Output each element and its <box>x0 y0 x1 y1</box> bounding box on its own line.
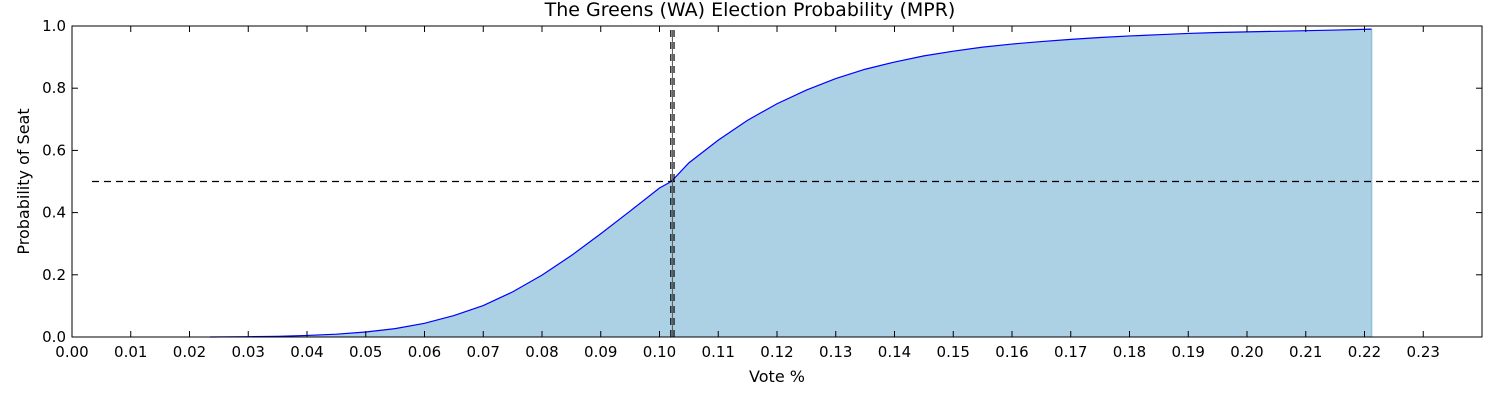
y-tick-label: 0.0 <box>42 328 66 346</box>
x-tick-label: 0.17 <box>1054 343 1087 361</box>
x-tick-label: 0.03 <box>232 343 265 361</box>
x-tick-label: 0.22 <box>1348 343 1381 361</box>
x-tick-label: 0.12 <box>760 343 793 361</box>
x-tick-label: 0.08 <box>525 343 558 361</box>
probability-curve <box>210 28 1372 338</box>
x-tick-label: 0.10 <box>643 343 676 361</box>
x-tick-label: 0.13 <box>819 343 852 361</box>
x-tick-label: 0.01 <box>114 343 147 361</box>
plot-frame <box>71 25 1483 338</box>
reference-lines <box>92 30 1482 337</box>
y-tick-label: 0.4 <box>42 204 66 222</box>
x-tick-label: 0.16 <box>995 343 1028 361</box>
chart-title: The Greens (WA) Election Probability (MP… <box>544 0 956 21</box>
x-axis-ticks: 0.00 0.01 0.02 0.03 0.04 0.05 0.06 0.07 0.08 0.09… <box>55 26 1440 361</box>
x-tick-label: 0.04 <box>290 343 323 361</box>
x-tick-label: 0.09 <box>584 343 617 361</box>
x-tick-label: 0.21 <box>1289 343 1322 361</box>
x-tick-label: 0.23 <box>1407 343 1440 361</box>
x-tick-label: 0.20 <box>1230 343 1263 361</box>
x-tick-label: 0.07 <box>467 343 500 361</box>
y-axis-title: Probability of Seat <box>14 108 33 254</box>
x-tick-label: 0.18 <box>1113 343 1146 361</box>
x-tick-label: 0.06 <box>408 343 441 361</box>
x-tick-label: 0.15 <box>937 343 970 361</box>
y-tick-label: 0.6 <box>42 141 66 159</box>
x-tick-label: 0.02 <box>173 343 206 361</box>
x-tick-label: 0.00 <box>55 343 88 361</box>
x-tick-label: 0.14 <box>878 343 911 361</box>
y-tick-label: 1.0 <box>42 17 66 35</box>
probability-area-fill <box>210 29 1372 338</box>
x-axis-title: Vote % <box>749 367 805 386</box>
x-tick-label: 0.19 <box>1172 343 1205 361</box>
x-tick-label: 0.05 <box>349 343 382 361</box>
y-tick-label: 0.8 <box>42 79 66 97</box>
x-tick-label: 0.11 <box>702 343 735 361</box>
y-axis-ticks: 0.0 0.2 0.4 0.6 0.8 1.0 <box>42 17 1482 346</box>
y-tick-label: 0.2 <box>42 266 66 284</box>
